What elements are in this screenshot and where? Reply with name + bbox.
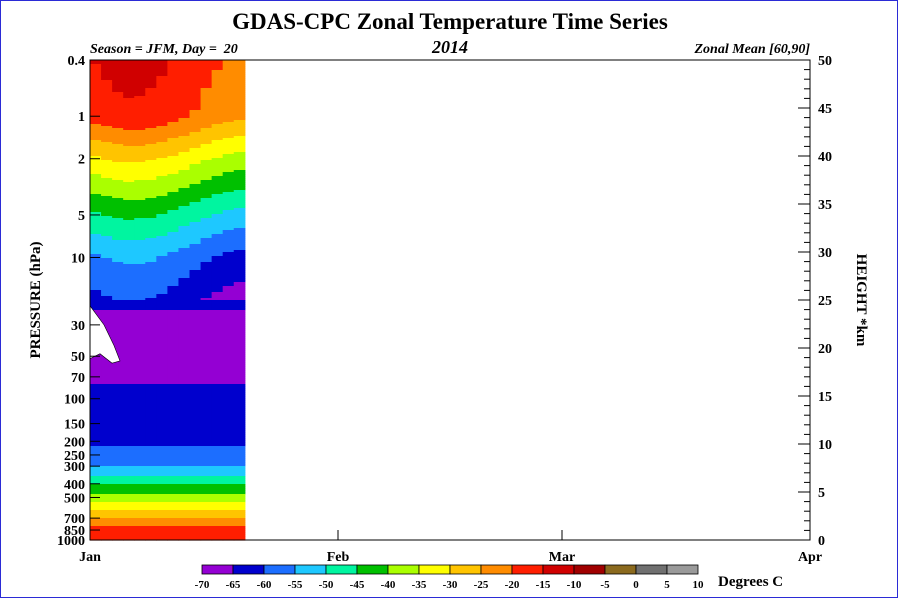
height-tick-label: 35 [818, 198, 832, 213]
subtitle-zonal-mean: Zonal Mean [60,90] [694, 42, 811, 57]
colorbar-swatch [356, 564, 389, 575]
height-tick-label: 25 [818, 294, 832, 309]
colorbar-level-label: -50 [319, 579, 334, 591]
colorbar-level-label: -10 [567, 579, 582, 591]
pressure-tick-label: 10 [71, 251, 85, 266]
subtitle-season: Season = JFM, Day = 20 [90, 42, 238, 57]
month-tick-label: Feb [327, 550, 350, 565]
colorbar-level-label: -25 [474, 579, 489, 591]
colorbar-level-label: -5 [600, 579, 610, 591]
colorbar-level-label: -70 [195, 579, 210, 591]
month-tick-label: Jan [79, 550, 101, 565]
colorbar-level-label: -60 [257, 579, 272, 591]
pressure-tick-label: 250 [64, 449, 85, 464]
height-tick-label: 30 [818, 246, 832, 261]
colorbar: -70 -65 -60 -55 -50 -45 -40 -35 -30 -25 -20 -15 -10-… [195, 564, 705, 591]
pressure-tick-label: 300 [64, 460, 85, 475]
height-tick-label: 40 [818, 150, 832, 165]
colorbar-swatch [325, 564, 358, 575]
height-tick-label: 5 [818, 486, 825, 501]
pressure-tick-label: 5 [78, 209, 85, 224]
colorbar-level-label: 0 [633, 579, 639, 591]
height-tick-label: 0 [818, 534, 825, 549]
colorbar-level-label: -15 [536, 579, 551, 591]
colorbar-swatch [666, 564, 699, 575]
height-tick-label: 15 [818, 390, 832, 405]
pressure-tick-label: 500 [64, 491, 85, 506]
colorbar-level-label: -30 [443, 579, 458, 591]
colorbar-unit-label: Degrees C [718, 574, 783, 590]
colorbar-swatch [418, 564, 451, 575]
colorbar-level-label: -55 [288, 579, 303, 591]
height-tick-label: 45 [818, 102, 832, 117]
chart-title: GDAS-CPC Zonal Temperature Time Series [232, 9, 668, 34]
pressure-tick-label: 30 [71, 319, 85, 334]
y-axis-title-height: HEIGHT *km [853, 254, 869, 347]
pressure-tick-label: 70 [71, 371, 85, 386]
subtitle-year: 2014 [431, 37, 468, 57]
pressure-tick-label: 2 [78, 153, 85, 168]
colorbar-swatch [263, 564, 296, 575]
colorbar-level-label: -45 [350, 579, 365, 591]
colorbar-swatch [604, 564, 637, 575]
colorbar-swatch [511, 564, 544, 575]
pressure-tick-label: 150 [64, 418, 85, 433]
pressure-tick-label: 0.4 [68, 54, 86, 69]
pressure-tick-label: 100 [64, 393, 85, 408]
colorbar-level-label: -40 [381, 579, 396, 591]
colorbar-swatch [573, 564, 606, 575]
temperature-contour-fill [89, 60, 246, 541]
pressure-tick-label: 700 [64, 512, 85, 527]
colorbar-swatch [480, 564, 513, 575]
colorbar-swatch [294, 564, 327, 575]
month-tick-label: Mar [549, 550, 575, 565]
height-tick-label: 10 [818, 438, 832, 453]
month-tick-label: Apr [798, 550, 822, 565]
colorbar-swatch [449, 564, 482, 575]
colorbar-level-label: 5 [664, 579, 670, 591]
pressure-tick-label: 1 [78, 110, 85, 125]
colorbar-swatch [542, 564, 575, 575]
height-tick-label: 50 [818, 54, 832, 69]
colorbar-level-label: -20 [505, 579, 520, 591]
colorbar-level-label: 10 [693, 579, 705, 591]
colorbar-swatch [232, 564, 265, 575]
axes: 0.41251030507010015020025030040050070085… [57, 54, 832, 565]
colorbar-level-label: -65 [226, 579, 241, 591]
height-tick-label: 20 [818, 342, 832, 357]
colorbar-swatch [201, 564, 234, 575]
pressure-tick-label: 400 [64, 478, 85, 493]
colorbar-swatch [387, 564, 420, 575]
y-axis-title-pressure: PRESSURE (hPa) [28, 241, 44, 358]
pressure-tick-label: 850 [64, 524, 85, 539]
colorbar-level-label: -35 [412, 579, 427, 591]
colorbar-swatch [635, 564, 668, 575]
pressure-tick-label: 1000 [57, 534, 85, 549]
pressure-tick-label: 50 [71, 350, 85, 365]
pressure-tick-label: 200 [64, 435, 85, 450]
